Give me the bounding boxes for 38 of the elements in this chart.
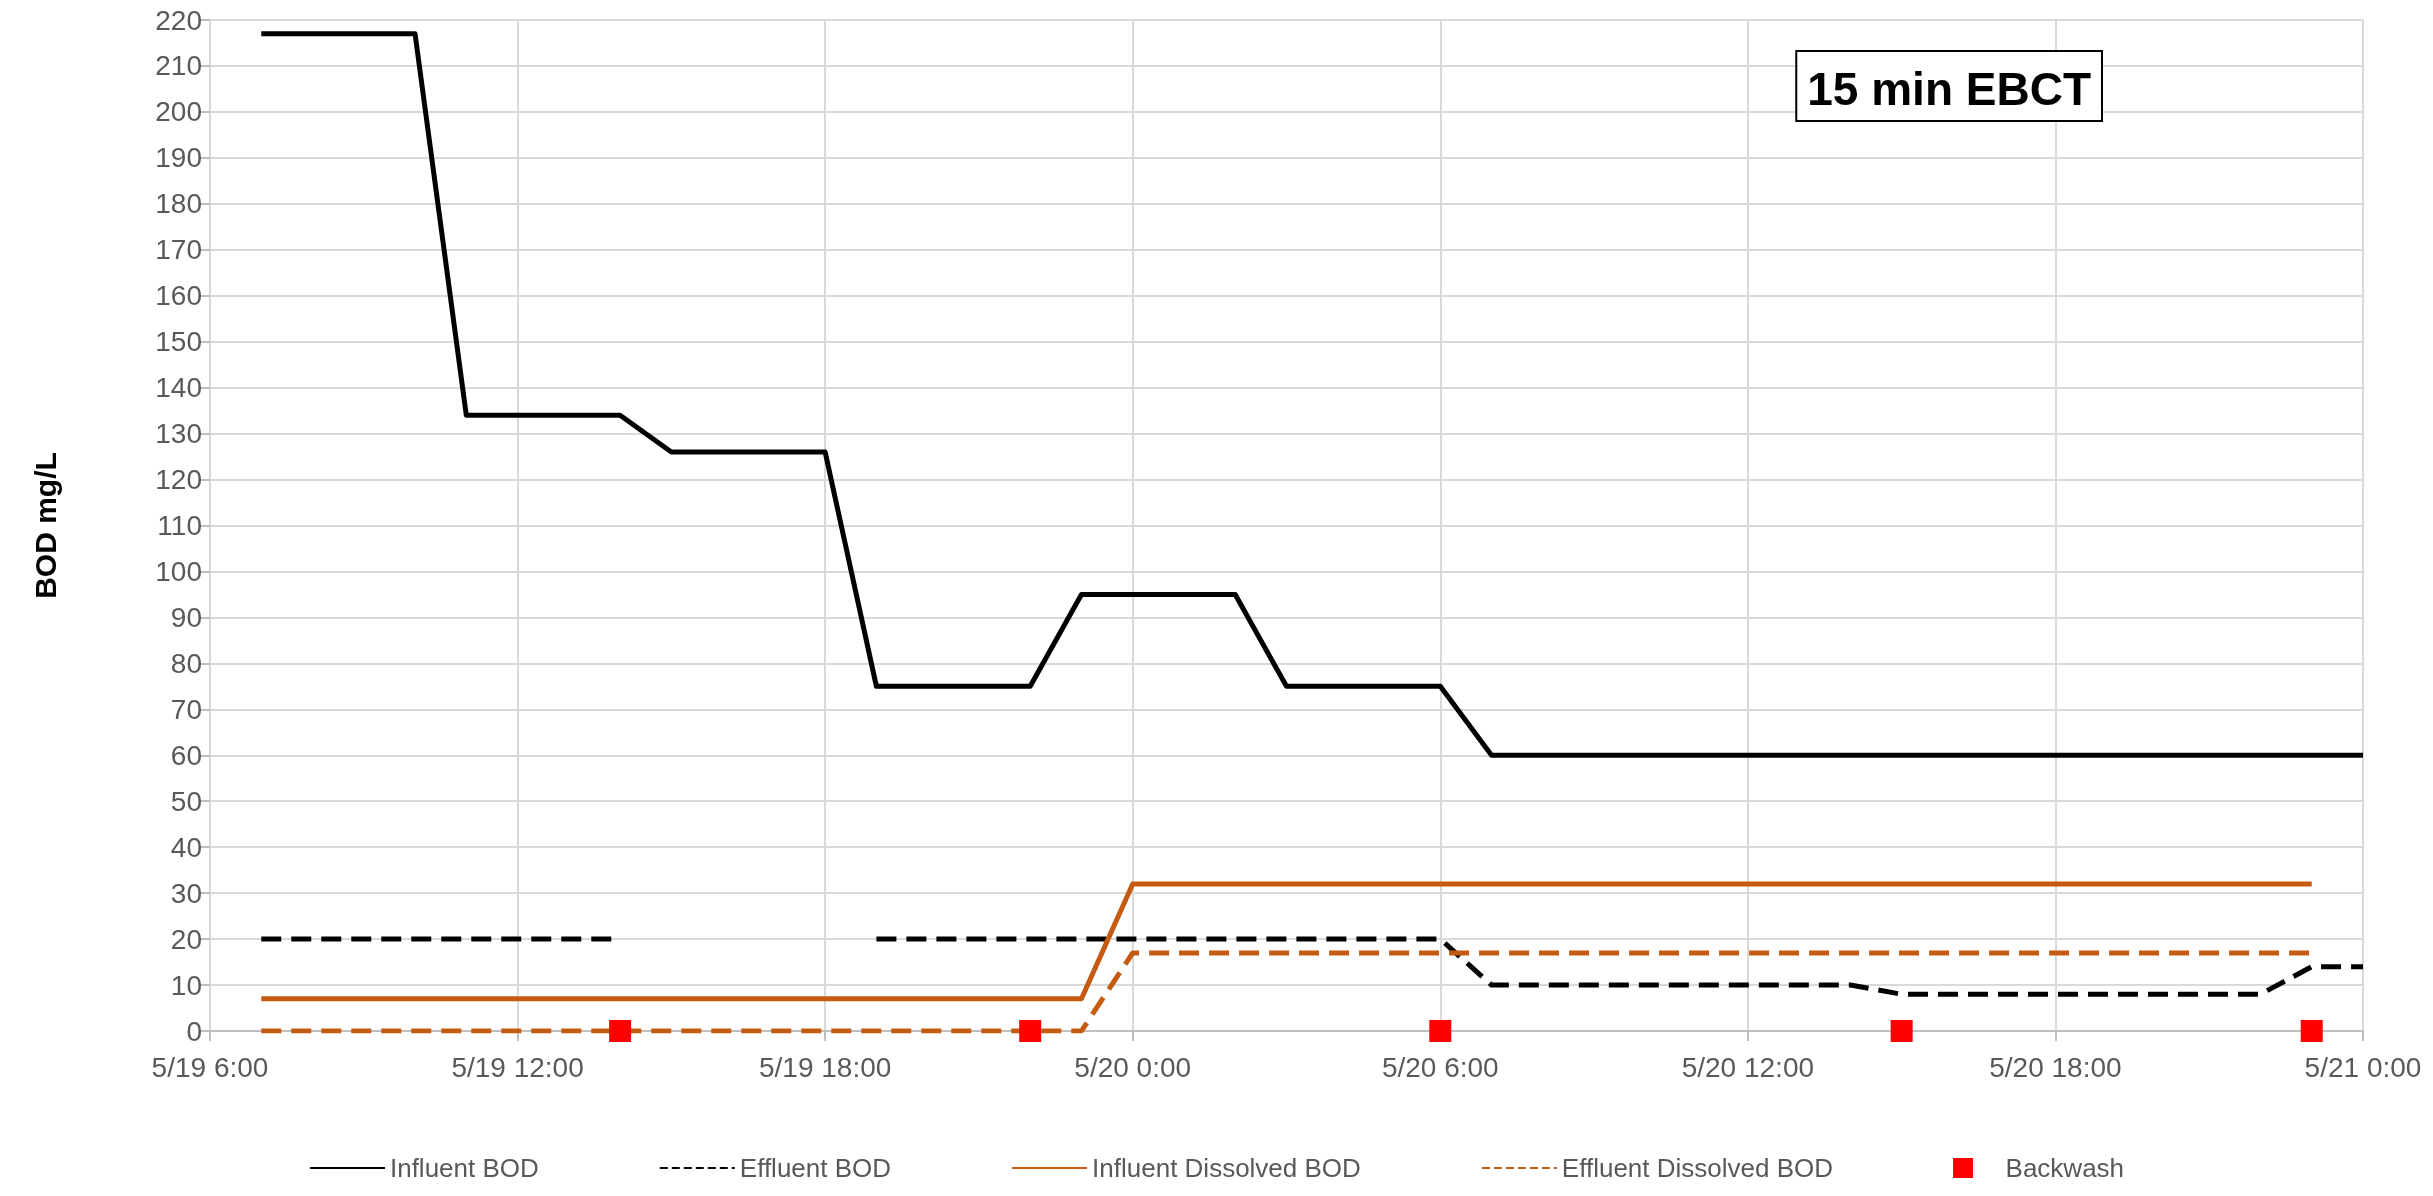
y-tick-label: 140 (155, 372, 202, 404)
y-tick-label: 60 (170, 739, 202, 771)
x-tick-label: 5/20 12:00 (1681, 1051, 1815, 1083)
legend-label: Influent BOD (389, 1153, 539, 1183)
legend-label: Effluent Dissolved BOD (1561, 1153, 1834, 1183)
y-tick-label: 160 (155, 280, 202, 312)
y-tick-label: 150 (155, 326, 202, 358)
y-tick-label: 110 (157, 510, 202, 541)
x-tick-label: 5/20 18:00 (1989, 1051, 2122, 1083)
y-tick-label: 10 (170, 969, 202, 1001)
x-tick-label: 5/21 0:00 (2304, 1051, 2422, 1083)
y-tick-label: 100 (155, 555, 202, 587)
y-tick-label: 190 (155, 142, 202, 174)
y-axis-title: BOD mg/L (28, 452, 62, 599)
y-tick-label: 120 (155, 464, 202, 496)
annotation: 15 min EBCT (1807, 63, 2092, 115)
y-tick-label: 70 (170, 693, 202, 725)
x-tick-label: 5/20 6:00 (1381, 1051, 1499, 1083)
y-tick-label: 30 (170, 877, 202, 909)
y-tick-label: 20 (170, 923, 202, 955)
y-tick-label: 220 (155, 4, 202, 36)
y-tick-label: 40 (170, 831, 202, 863)
y-tick-label: 50 (170, 785, 202, 817)
x-tick-label: 5/19 6:00 (151, 1051, 269, 1083)
x-tick-label: 5/19 12:00 (451, 1051, 584, 1083)
y-tick-label: 210 (155, 50, 202, 82)
x-tick-label: 5/19 18:00 (758, 1051, 892, 1083)
legend-label: Effluent BOD (739, 1153, 892, 1183)
y-tick-label: 0 (186, 1015, 202, 1047)
y-tick-label: 80 (170, 647, 202, 679)
y-tick-label: 170 (155, 234, 202, 266)
y-tick-label: 200 (155, 96, 202, 128)
y-tick-label: 180 (155, 188, 202, 220)
y-tick-label: 130 (155, 418, 202, 450)
x-tick-label: 5/20 0:00 (1074, 1051, 1192, 1083)
legend-label: Influent Dissolved BOD (1092, 1153, 1361, 1183)
legend-label: Backwash (2005, 1153, 2125, 1183)
y-tick-label: 90 (170, 601, 202, 633)
